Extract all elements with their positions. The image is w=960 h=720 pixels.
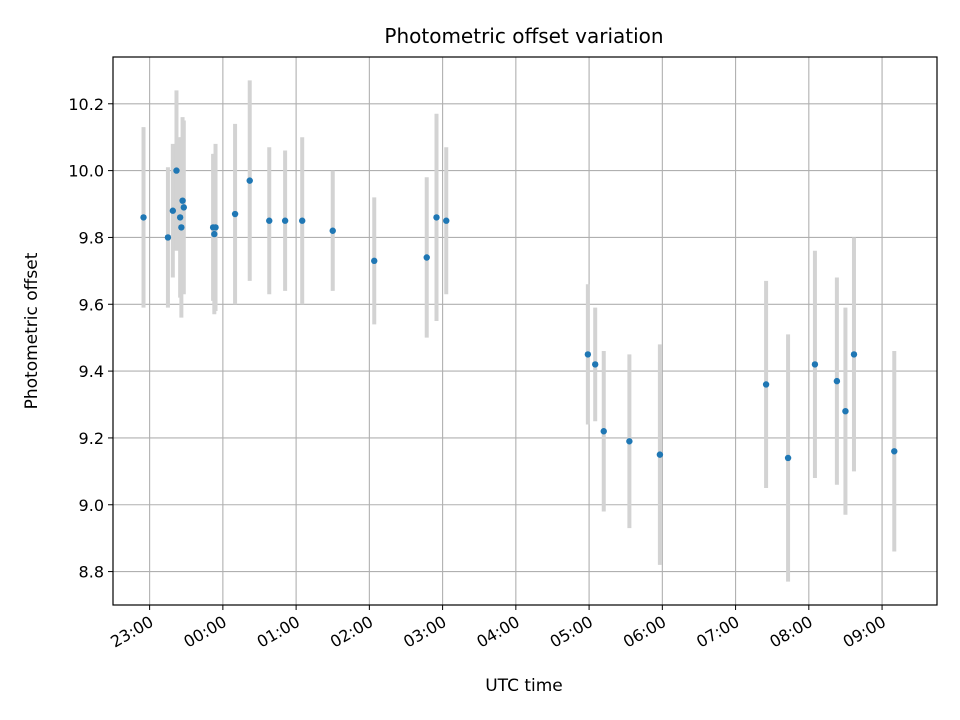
y-tick-label: 9.8 <box>79 228 104 247</box>
data-point <box>299 217 306 224</box>
data-point <box>178 224 185 231</box>
data-point <box>173 167 180 174</box>
data-point <box>842 407 849 415</box>
data-point <box>176 214 184 221</box>
data-point <box>762 381 770 388</box>
data-point <box>833 377 841 385</box>
data-point <box>850 351 858 358</box>
chart-title: Photometric offset variation <box>384 24 663 48</box>
data-point <box>179 197 186 204</box>
data-point <box>329 227 336 234</box>
data-point <box>164 234 172 241</box>
data-point <box>266 217 273 224</box>
data-point <box>371 257 378 265</box>
data-point <box>656 451 664 458</box>
data-point <box>231 210 239 218</box>
data-point <box>281 217 289 224</box>
data-point <box>246 177 253 184</box>
data-point <box>180 204 188 211</box>
data-point <box>600 428 607 435</box>
point-layer <box>140 167 898 462</box>
grid-layer <box>113 57 937 605</box>
y-axis-label: Photometric offset <box>22 252 42 409</box>
y-axis: 8.8 9.0 9.2 9.4 9.6 9.8 10.0 10.2 <box>68 95 113 582</box>
data-point <box>626 438 633 445</box>
y-tick-label: 10.0 <box>68 162 104 181</box>
data-point <box>891 448 898 455</box>
data-point <box>140 214 147 221</box>
data-point <box>784 454 792 462</box>
y-tick-label: 8.8 <box>79 563 104 582</box>
data-point <box>433 214 440 221</box>
data-point <box>169 207 177 214</box>
data-point <box>811 361 819 368</box>
data-point <box>591 361 599 368</box>
data-point <box>443 217 450 224</box>
x-axis-label: UTC time <box>485 676 563 696</box>
data-point <box>584 351 592 358</box>
y-tick-label: 9.6 <box>79 295 104 314</box>
y-tick-label: 9.0 <box>79 496 104 515</box>
y-tick-label: 10.2 <box>68 95 104 114</box>
data-point <box>423 254 430 261</box>
data-point <box>211 230 218 238</box>
y-tick-label: 9.2 <box>79 429 104 448</box>
data-point <box>212 224 219 231</box>
plot-frame <box>112 56 938 606</box>
y-tick-label: 9.4 <box>79 362 104 381</box>
